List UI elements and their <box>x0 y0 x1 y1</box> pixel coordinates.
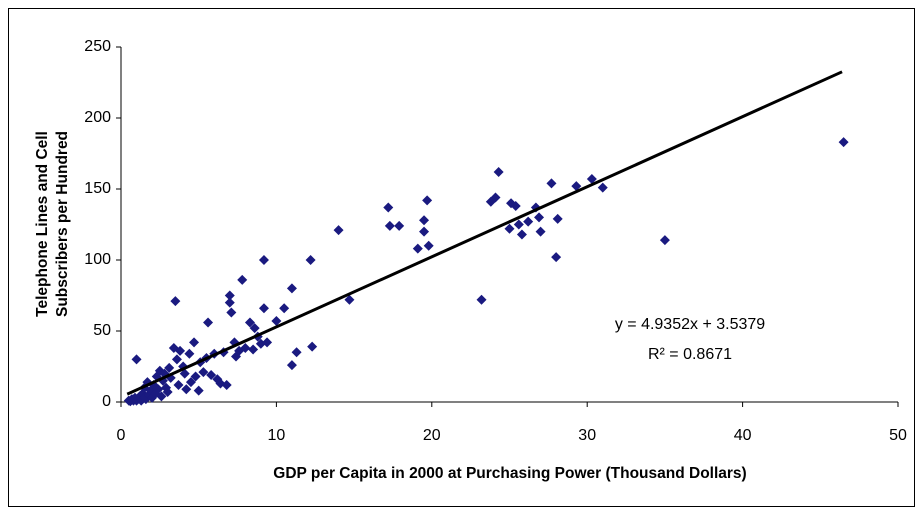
data-point <box>423 240 434 251</box>
data-point <box>551 252 562 263</box>
data-point <box>659 235 670 246</box>
data-point <box>184 348 195 359</box>
data-point <box>552 213 563 224</box>
data-point <box>279 303 290 314</box>
data-point <box>586 174 597 185</box>
trendline <box>126 70 843 396</box>
data-point <box>185 377 196 388</box>
data-point <box>131 354 142 365</box>
data-point <box>383 202 394 213</box>
data-point <box>170 296 181 307</box>
data-point <box>190 371 201 382</box>
x-tick-label: 50 <box>889 427 907 444</box>
y-axis-title: Telephone Lines and Cell Subscribers per… <box>34 131 71 317</box>
data-point <box>164 362 175 373</box>
data-point <box>203 317 214 328</box>
x-tick-label: 10 <box>268 427 286 444</box>
data-point <box>240 343 251 354</box>
data-point <box>493 166 504 177</box>
data-point <box>422 195 433 206</box>
r-squared-label: R² = 0.8671 <box>648 346 732 363</box>
data-point <box>504 223 515 234</box>
data-point <box>189 337 200 348</box>
equation-label: y = 4.9352x + 3.5379 <box>615 316 765 333</box>
data-point <box>535 226 546 237</box>
data-point <box>476 294 487 305</box>
y-tick-label: 150 <box>84 180 111 197</box>
y-axis-title-line: Telephone Lines and Cell <box>34 131 51 317</box>
data-point <box>221 379 232 390</box>
data-point <box>419 215 430 226</box>
data-point <box>597 182 608 193</box>
y-tick-label: 50 <box>93 322 111 339</box>
data-point <box>198 367 209 378</box>
y-tick-label: 250 <box>84 38 111 55</box>
data-point <box>262 337 273 348</box>
data-point <box>394 220 405 231</box>
data-point <box>419 226 430 237</box>
data-point <box>523 216 534 227</box>
data-point <box>193 385 204 396</box>
data-point <box>206 370 217 381</box>
data-point <box>249 323 260 334</box>
data-point <box>305 255 316 265</box>
data-point <box>244 317 255 328</box>
data-point <box>534 212 545 223</box>
data-point <box>513 219 524 230</box>
data-point <box>171 354 182 365</box>
data-point <box>307 341 318 352</box>
data-point <box>506 198 517 209</box>
data-point <box>286 283 297 294</box>
data-point <box>344 294 355 305</box>
chart-frame <box>8 8 915 507</box>
data-point <box>291 347 302 358</box>
data-point <box>258 303 269 314</box>
y-axis-title-line: Subscribers per Hundred <box>54 131 71 317</box>
data-point <box>224 290 235 301</box>
data-point <box>153 384 164 395</box>
data-point <box>571 181 582 192</box>
data-point <box>173 379 184 390</box>
data-point <box>412 243 423 254</box>
data-point <box>156 391 167 402</box>
data-point <box>224 297 235 308</box>
y-tick-label: 100 <box>84 251 111 268</box>
x-axis-title: GDP per Capita in 2000 at Purchasing Pow… <box>273 465 746 482</box>
data-point <box>181 384 192 395</box>
x-tick-label: 30 <box>578 427 596 444</box>
data-point <box>179 368 190 379</box>
data-point <box>384 220 395 231</box>
y-tick-label: 0 <box>102 393 111 410</box>
data-point <box>162 387 173 398</box>
data-point <box>546 178 557 189</box>
data-point <box>510 201 521 212</box>
data-point <box>237 274 248 285</box>
data-point <box>490 192 501 203</box>
data-point <box>271 316 282 327</box>
data-point <box>175 345 186 356</box>
data-point <box>248 344 259 355</box>
x-tick-label: 40 <box>734 427 752 444</box>
y-tick-label: 200 <box>84 109 111 126</box>
data-point <box>333 225 344 236</box>
x-tick-label: 0 <box>117 427 126 444</box>
data-point <box>286 360 297 371</box>
data-point <box>258 255 269 265</box>
x-tick-label: 20 <box>423 427 441 444</box>
data-point <box>838 137 849 148</box>
data-point <box>516 229 527 240</box>
data-point <box>226 307 237 318</box>
